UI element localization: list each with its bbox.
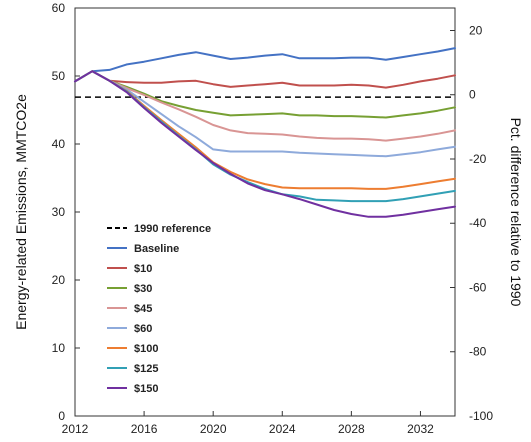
- x-tick-label: 2012: [62, 422, 89, 436]
- x-tick-label: 2028: [338, 422, 365, 436]
- legend-label: $60: [134, 323, 152, 335]
- series-lines: [74, 47, 456, 218]
- series-line-baseline: [74, 47, 456, 83]
- legend-label: $10: [134, 263, 152, 275]
- right-y-tick-label: 0: [469, 88, 476, 102]
- legend-label: $150: [134, 383, 158, 395]
- x-tick-label: 2020: [200, 422, 227, 436]
- right-y-tick-label: 20: [469, 23, 483, 37]
- x-axis: 2012 2016 2020 2024 2028 2032: [62, 411, 434, 436]
- series-line-30: [74, 70, 456, 119]
- left-y-tick-label: 50: [52, 69, 66, 83]
- left-y-tick-label: 60: [52, 1, 66, 15]
- left-y-axis: 0 10 20 30 40 50 60: [52, 1, 80, 423]
- plot-frame: [74, 7, 456, 417]
- series-line-10: [74, 70, 456, 89]
- right-y-tick-label: -40: [469, 216, 487, 230]
- legend-label: $45: [134, 303, 152, 315]
- left-y-tick-label: 0: [58, 409, 65, 423]
- right-y-tick-label: -60: [469, 280, 487, 294]
- right-y-tick-label: -80: [469, 345, 487, 359]
- legend: 1990 reference Baseline $10 $30 $45 $60 $100 $1…: [107, 223, 211, 395]
- legend-label: $30: [134, 283, 152, 295]
- left-y-tick-label: 20: [52, 273, 66, 287]
- left-y-axis-title-text: Energy-related Emissions, MMTCO2e: [13, 94, 29, 330]
- legend-label: $100: [134, 343, 158, 355]
- legend-label: 1990 reference: [134, 223, 211, 235]
- series-line-150: [74, 70, 456, 218]
- legend-label: $125: [134, 363, 158, 375]
- series-line-60: [74, 70, 456, 158]
- right-y-axis: -100 -80 -60 -40 -20 0 20: [450, 23, 493, 423]
- right-y-tick-label: -100: [469, 409, 493, 423]
- left-y-tick-label: 40: [52, 137, 66, 151]
- left-y-tick-label: 30: [52, 205, 66, 219]
- x-tick-label: 2024: [269, 422, 296, 436]
- legend-label: Baseline: [134, 243, 179, 255]
- right-y-axis-title: Pct. difference relative to 1990: [508, 118, 524, 307]
- x-tick-label: 2016: [131, 422, 158, 436]
- x-tick-label: 2032: [407, 422, 434, 436]
- left-y-axis-title: Energy-related Emissions, MMTCO2e: [13, 94, 29, 330]
- series-line-45: [74, 70, 456, 142]
- left-y-tick-label: 10: [52, 341, 66, 355]
- right-y-tick-label: -20: [469, 152, 487, 166]
